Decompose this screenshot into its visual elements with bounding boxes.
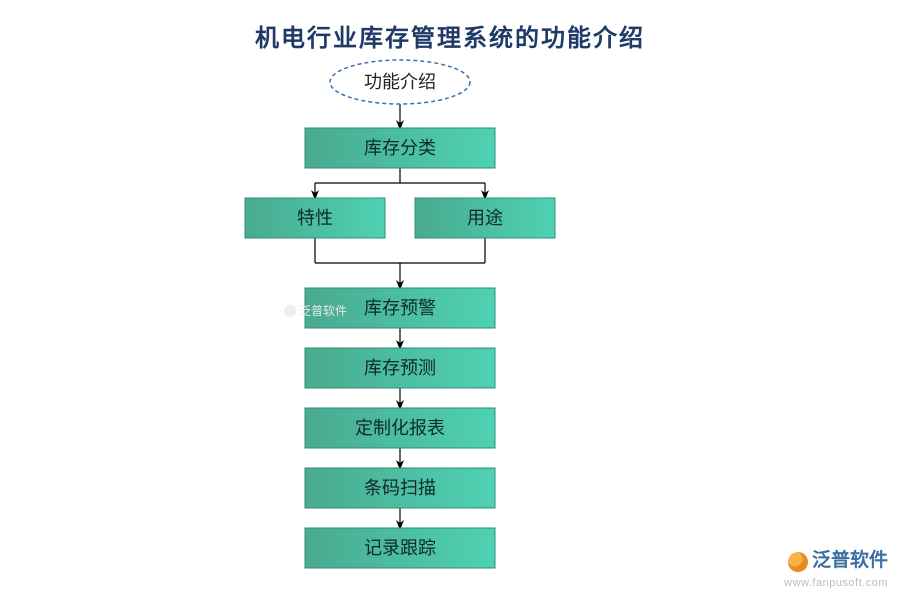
center-watermark: 泛普软件: [284, 302, 347, 319]
brand: 泛普软件: [788, 550, 888, 573]
footer-watermark: 泛普软件 www.fanpusoft.com: [784, 550, 888, 590]
node-label-intro: 功能介绍: [364, 72, 436, 92]
node-label-classify: 库存分类: [364, 138, 436, 158]
brand-url: www.fanpusoft.com: [784, 577, 888, 590]
flowchart-canvas: 功能介绍库存分类特性 用途库存预警库存预测定制化报表条码扫描记录跟踪: [0, 0, 900, 600]
node-label-feature: 特性: [297, 208, 333, 228]
brand-text: 泛普软件: [812, 550, 888, 573]
node-label-track: 记录跟踪: [364, 538, 436, 558]
node-label-report: 定制化报表: [355, 418, 445, 438]
node-label-forecast: 库存预测: [364, 358, 436, 378]
node-label-usage: 用途: [467, 208, 503, 228]
watermark-dot-icon: [284, 305, 296, 317]
node-label-warn: 库存预警: [364, 298, 436, 318]
node-label-barcode: 条码扫描: [364, 478, 436, 498]
brand-logo-icon: [788, 552, 808, 572]
center-watermark-text: 泛普软件: [299, 302, 347, 319]
